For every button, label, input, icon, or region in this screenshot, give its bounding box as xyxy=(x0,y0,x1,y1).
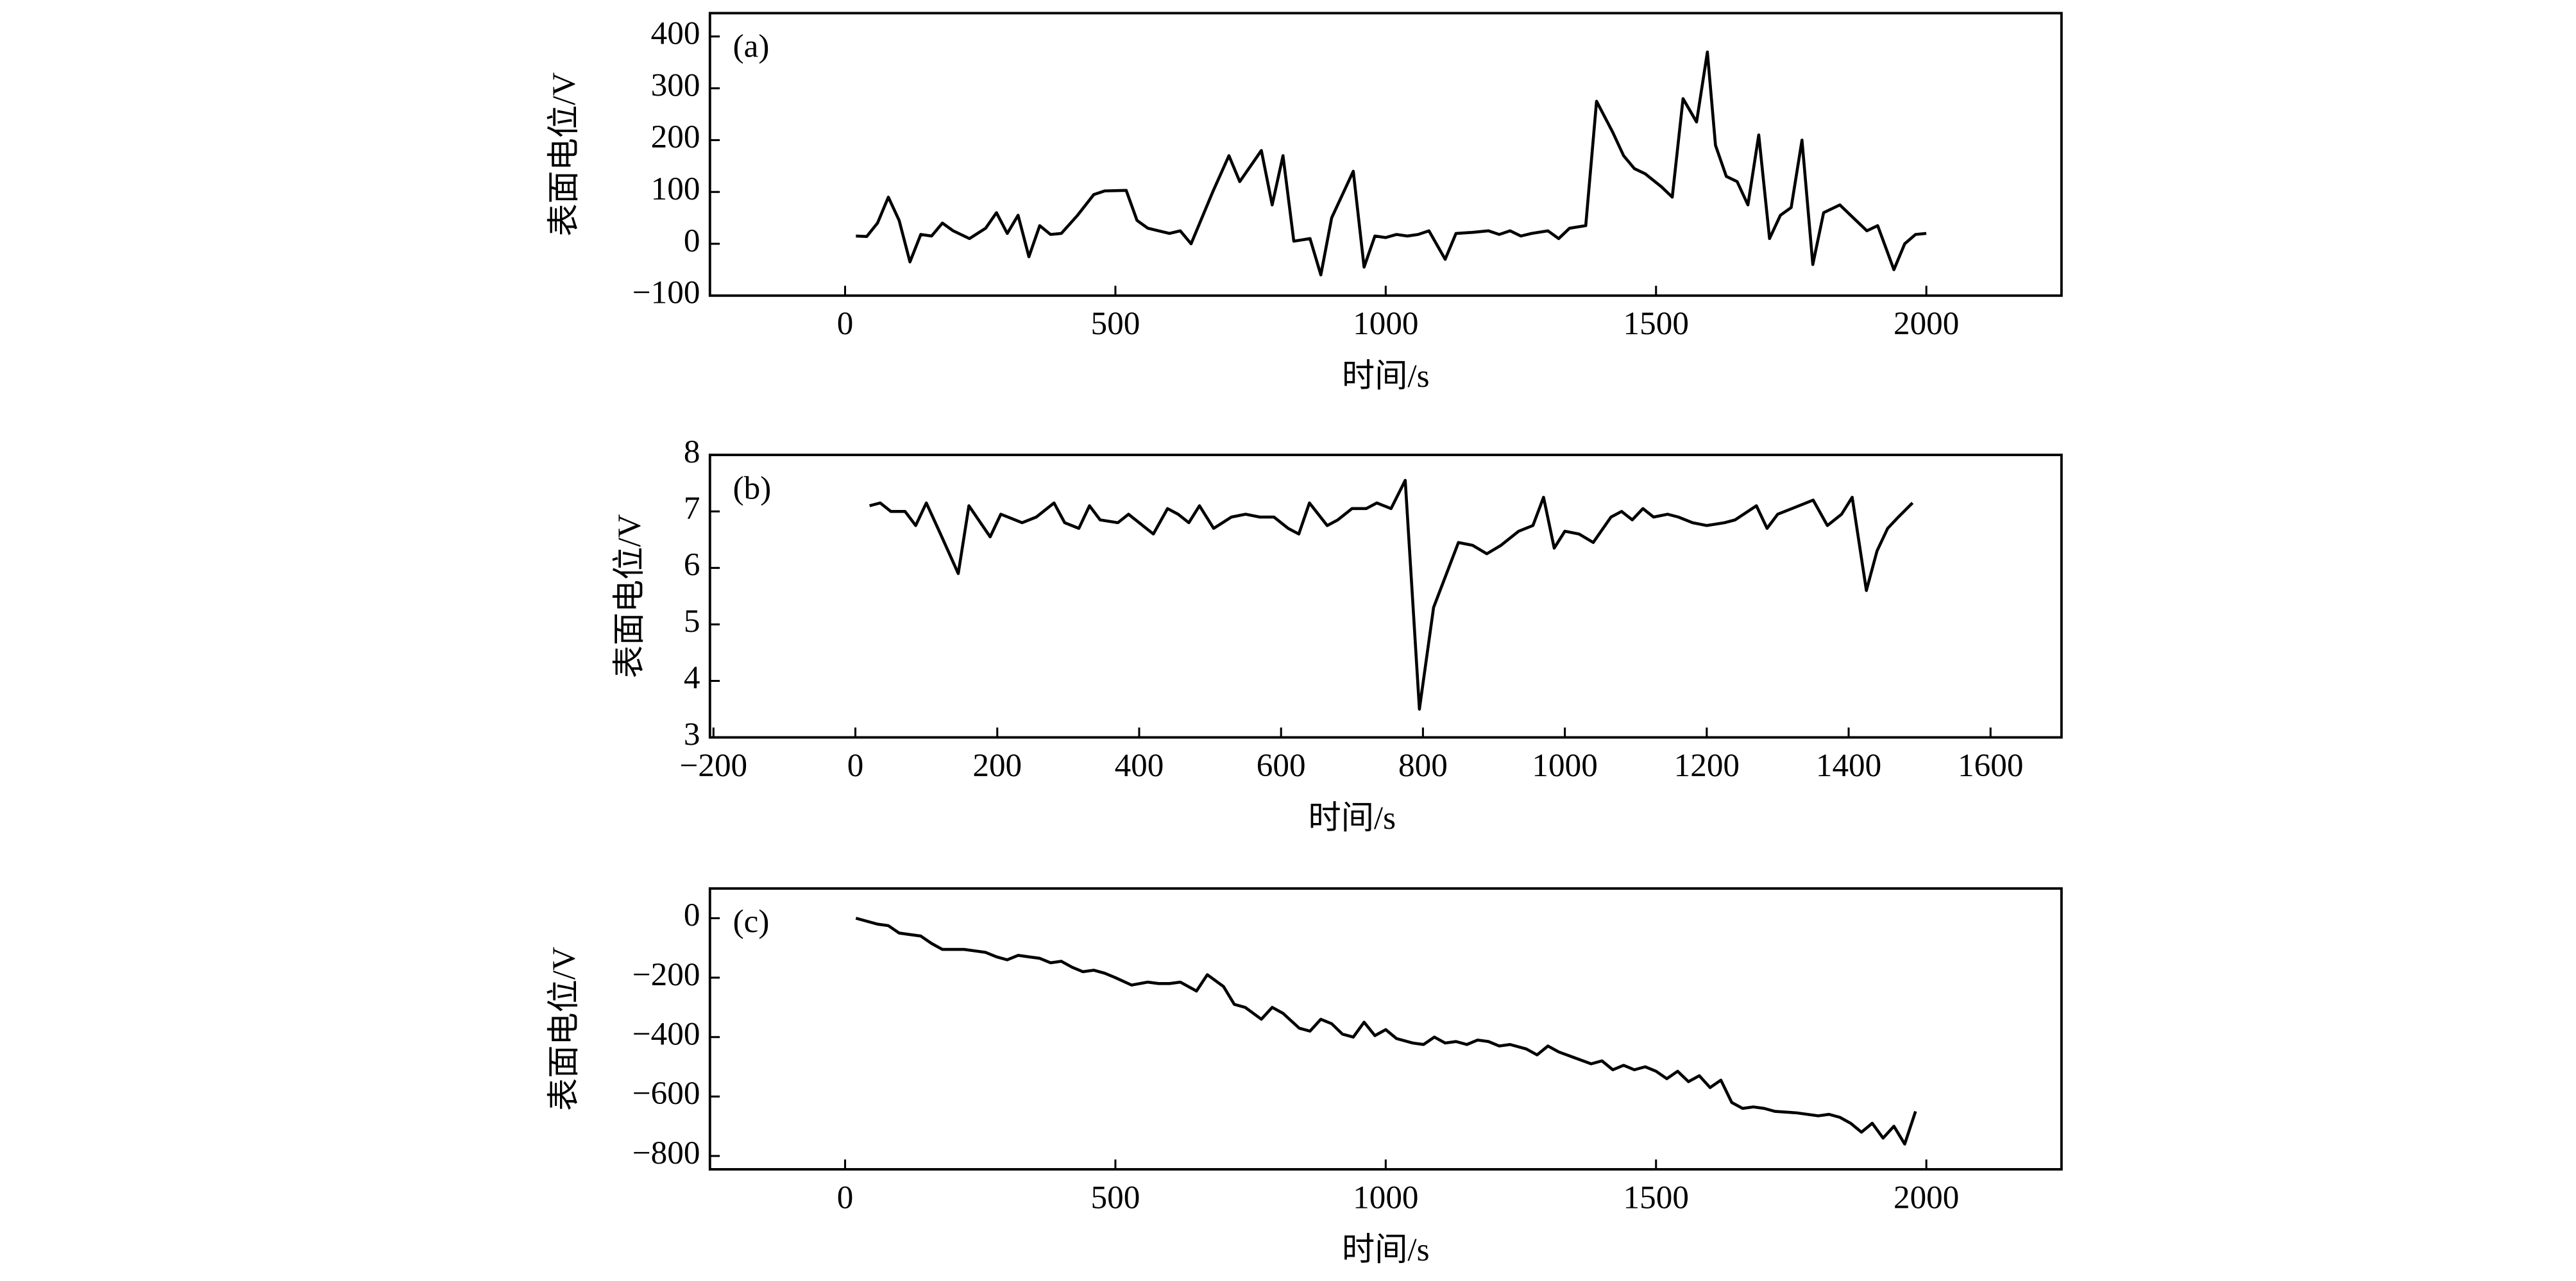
y-tick-label: 300 xyxy=(651,67,700,103)
x-tick-label: 1600 xyxy=(1958,747,2023,784)
x-axis-label: 时间/s xyxy=(1342,1232,1430,1268)
x-tick-label: 2000 xyxy=(1894,305,1959,342)
x-tick-label: 0 xyxy=(847,747,864,784)
x-tick-label: 500 xyxy=(1091,1179,1140,1216)
x-tick-label: 1500 xyxy=(1623,1179,1689,1216)
x-tick-label: 2000 xyxy=(1894,1179,1959,1216)
x-tick-label: 1000 xyxy=(1353,1179,1418,1216)
x-tick-label: 0 xyxy=(837,305,854,342)
y-tick-label: −200 xyxy=(632,956,700,993)
x-tick-label: 1200 xyxy=(1674,747,1740,784)
x-tick-label: 1000 xyxy=(1353,305,1418,342)
y-tick-label: 400 xyxy=(651,15,700,52)
y-tick-label: 0 xyxy=(684,897,700,933)
y-axis-label: 表面电位/V xyxy=(546,947,582,1111)
y-tick-label: 8 xyxy=(684,434,700,470)
x-tick-label: 1500 xyxy=(1623,305,1689,342)
y-tick-label: 6 xyxy=(684,547,700,583)
data-line xyxy=(869,479,1914,711)
y-tick-label: 4 xyxy=(684,659,700,696)
y-tick-label: −600 xyxy=(632,1075,700,1112)
y-axis-label: 表面电位/V xyxy=(546,72,582,237)
x-tick-label: 0 xyxy=(837,1179,854,1216)
x-tick-label: 800 xyxy=(1398,747,1448,784)
y-axis-label: 表面电位/V xyxy=(611,514,648,678)
y-tick-label: 0 xyxy=(684,223,700,259)
panel-label: (a) xyxy=(733,28,770,65)
y-tick-label: 5 xyxy=(684,603,700,640)
x-tick-label: 600 xyxy=(1257,747,1306,784)
y-tick-label: 7 xyxy=(684,490,700,527)
x-tick-label: 1000 xyxy=(1532,747,1597,784)
y-tick-label: 3 xyxy=(684,716,700,752)
panel-label: (b) xyxy=(733,470,772,506)
y-tick-label: −100 xyxy=(632,275,700,311)
data-line xyxy=(855,917,1917,1146)
x-tick-label: 400 xyxy=(1115,747,1164,784)
y-tick-label: −800 xyxy=(632,1135,700,1171)
x-tick-label: 500 xyxy=(1091,305,1140,342)
plot-frame xyxy=(708,454,2063,739)
y-tick-label: −400 xyxy=(632,1015,700,1052)
y-tick-label: 100 xyxy=(651,171,700,207)
x-tick-label: 200 xyxy=(972,747,1022,784)
panel-label: (c) xyxy=(733,903,770,940)
x-tick-label: 1400 xyxy=(1816,747,1881,784)
x-axis-label: 时间/s xyxy=(1309,800,1396,836)
x-tick-label: −200 xyxy=(679,747,747,784)
data-line xyxy=(856,50,1927,276)
y-tick-label: 200 xyxy=(651,119,700,155)
x-axis-label: 时间/s xyxy=(1342,358,1430,394)
